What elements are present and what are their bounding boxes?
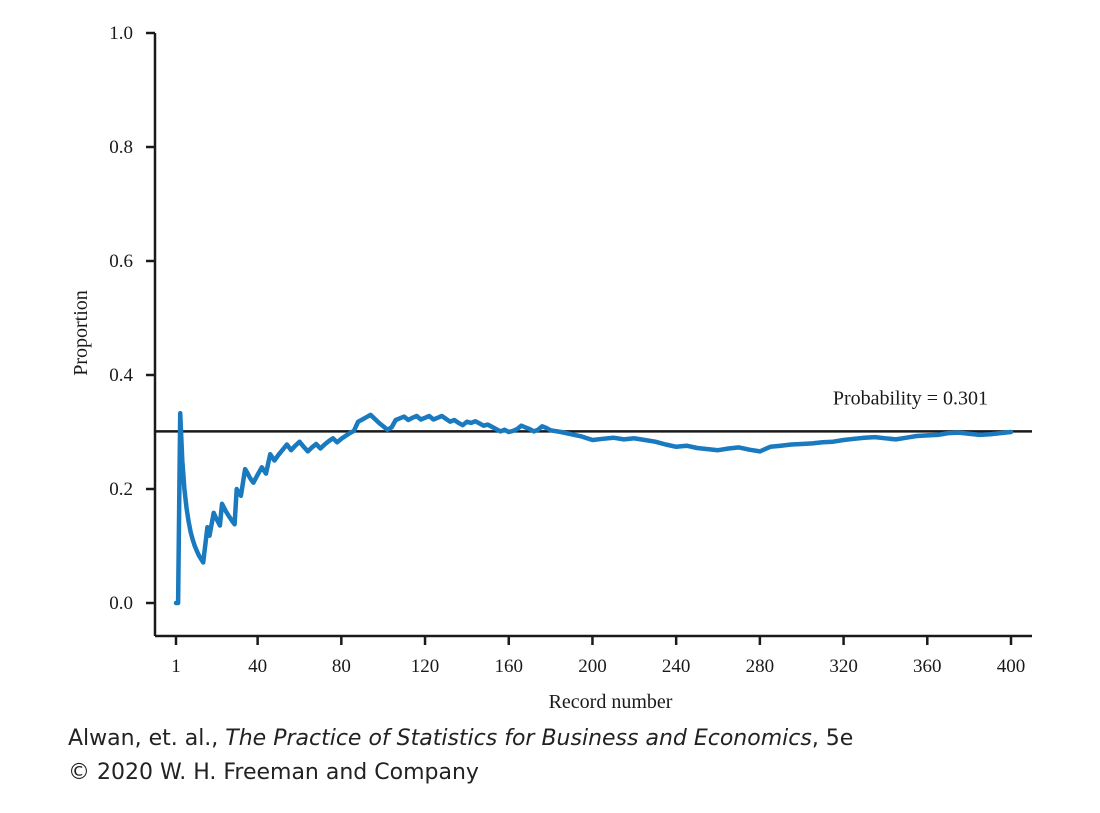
x-tick-label: 1 <box>171 656 181 677</box>
y-tick-label: 0.6 <box>109 251 133 272</box>
y-tick-label: 0.2 <box>109 479 133 500</box>
y-tick-label: 0.8 <box>109 137 133 158</box>
credit-edition: , 5e <box>811 726 854 751</box>
credit-book-title: The Practice of Statistics for Business … <box>225 726 812 751</box>
credit-copyright: © 2020 W. H. Freeman and Company <box>68 760 479 785</box>
series-group <box>173 410 1014 606</box>
x-tick-label: 200 <box>578 656 607 677</box>
x-tick-label: 80 <box>332 656 351 677</box>
reference-line-label: Probability = 0.301 <box>833 387 988 409</box>
x-axis-title: Record number <box>549 691 673 713</box>
y-axis-title: Proportion <box>70 290 92 376</box>
x-tick-label: 360 <box>913 656 942 677</box>
labels: Record number Proportion Probability = 0… <box>70 290 988 713</box>
proportion-series-line <box>173 410 1014 606</box>
credit-authors: Alwan, et. al., <box>68 726 226 751</box>
x-tick-label: 240 <box>662 656 691 677</box>
y-tick-label: 0.0 <box>109 593 133 614</box>
x-tick-label: 320 <box>829 656 858 677</box>
x-tick-label: 120 <box>411 656 440 677</box>
x-tick-label: 400 <box>997 656 1026 677</box>
y-tick-label: 1.0 <box>109 23 133 44</box>
x-tick-label: 40 <box>248 656 267 677</box>
credit-line-1: Alwan, et. al., The Practice of Statisti… <box>68 726 853 751</box>
axes: 0.0 0.2 0.4 0.6 0.8 1.0 1 40 80 120 160 200 240 280 32… <box>109 23 1032 677</box>
y-tick-label: 0.4 <box>109 365 133 386</box>
chart-svg: 0.0 0.2 0.4 0.6 0.8 1.0 1 40 80 120 160 200 240 280 32… <box>70 23 1032 713</box>
x-tick-label: 160 <box>494 656 523 677</box>
credit-line-2: © 2020 W. H. Freeman and Company <box>68 760 479 785</box>
x-tick-label: 280 <box>746 656 775 677</box>
